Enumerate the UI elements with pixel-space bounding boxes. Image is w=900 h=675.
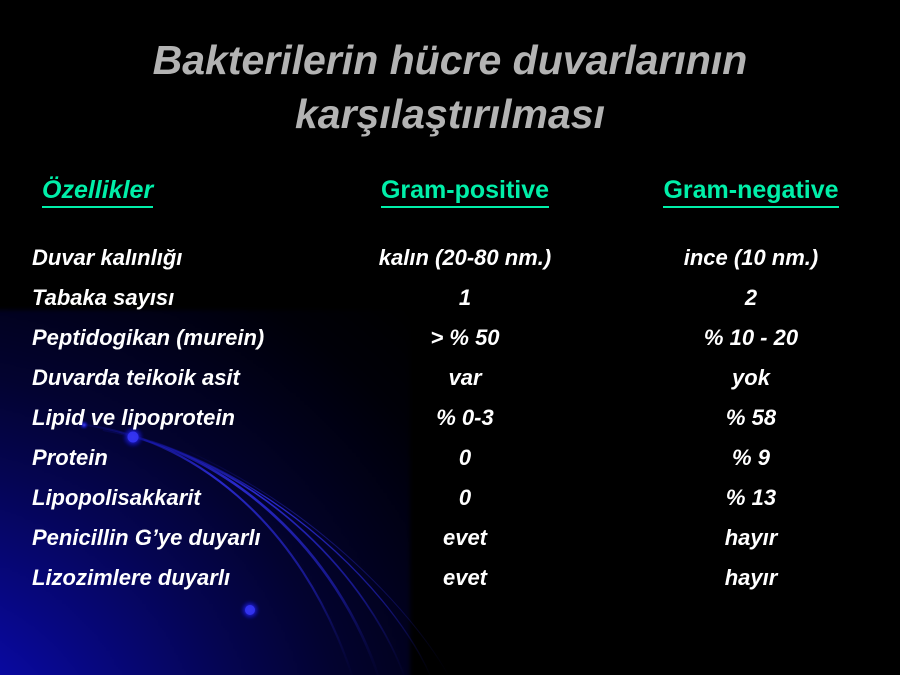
table-header-row: Özellikler Gram-positive Gram-negative bbox=[0, 175, 900, 219]
cell-gram-positive: > % 50 bbox=[320, 325, 610, 351]
gram-negative-value: ince (10 nm.) bbox=[683, 244, 819, 270]
cell-gram-positive: 0 bbox=[320, 445, 610, 471]
slide-title-line-1: Bakterilerin hücre duvarlarının bbox=[152, 37, 748, 83]
gram-positive-value: 0 bbox=[458, 485, 472, 510]
feature-label: Lizozimlere duyarlı bbox=[32, 565, 231, 590]
slide-title: Bakterilerin hücre duvarlarının karşılaş… bbox=[60, 33, 840, 141]
gram-positive-value: evet bbox=[442, 525, 488, 550]
cell-feature: Penicillin G’ye duyarlı bbox=[0, 525, 320, 551]
header-label-gram-positive: Gram-positive bbox=[380, 175, 550, 208]
feature-label: Protein bbox=[32, 445, 108, 470]
gram-negative-value: % 13 bbox=[725, 485, 777, 510]
cell-gram-negative: hayır bbox=[610, 565, 892, 591]
gram-positive-value: 1 bbox=[458, 285, 472, 310]
cell-gram-negative: % 13 bbox=[610, 485, 892, 511]
gram-negative-value: hayır bbox=[724, 525, 778, 550]
cell-feature: Lizozimlere duyarlı bbox=[0, 565, 320, 591]
cell-gram-negative: yok bbox=[610, 365, 892, 391]
cell-gram-negative: % 58 bbox=[610, 405, 892, 431]
gram-positive-value: 0 bbox=[458, 445, 472, 470]
table-row: Lipopolisakkarit 0 % 13 bbox=[0, 478, 900, 518]
gram-positive-value: var bbox=[448, 365, 482, 390]
gram-negative-value: 2 bbox=[744, 285, 758, 310]
feature-label: Peptidogikan (murein) bbox=[32, 325, 265, 350]
gram-positive-value: evet bbox=[442, 565, 488, 590]
glow-dot bbox=[239, 599, 261, 621]
cell-gram-negative: 2 bbox=[610, 285, 892, 311]
table-row: Peptidogikan (murein) > % 50 % 10 - 20 bbox=[0, 318, 900, 358]
table-row: Lipid ve lipoprotein % 0-3 % 58 bbox=[0, 398, 900, 438]
table-row: Penicillin G’ye duyarlı evet hayır bbox=[0, 518, 900, 558]
comparison-table: Özellikler Gram-positive Gram-negative D… bbox=[0, 175, 900, 598]
table-row: Lizozimlere duyarlı evet hayır bbox=[0, 558, 900, 598]
header-label-features: Özellikler bbox=[42, 175, 154, 208]
feature-label: Tabaka sayısı bbox=[32, 285, 175, 310]
cell-feature: Lipid ve lipoprotein bbox=[0, 405, 320, 431]
header-cell-gram-positive: Gram-positive bbox=[320, 175, 610, 208]
gram-negative-value: % 9 bbox=[732, 445, 770, 470]
cell-feature: Lipopolisakkarit bbox=[0, 485, 320, 511]
table-row: Duvarda teikoik asit var yok bbox=[0, 358, 900, 398]
gram-negative-value: hayır bbox=[724, 565, 778, 590]
feature-label: Penicillin G’ye duyarlı bbox=[32, 525, 261, 550]
gram-negative-value: % 58 bbox=[725, 405, 777, 430]
feature-label: Lipid ve lipoprotein bbox=[32, 405, 235, 430]
cell-feature: Tabaka sayısı bbox=[0, 285, 320, 311]
cell-gram-positive: kalın (20-80 nm.) bbox=[320, 245, 610, 271]
header-cell-gram-negative: Gram-negative bbox=[610, 175, 892, 208]
table-body: Duvar kalınlığı kalın (20-80 nm.) ince (… bbox=[0, 237, 900, 598]
cell-feature: Peptidogikan (murein) bbox=[0, 325, 320, 351]
cell-gram-negative: % 9 bbox=[610, 445, 892, 471]
gram-positive-value: % 0-3 bbox=[436, 405, 494, 430]
gram-positive-value: kalın (20-80 nm.) bbox=[378, 244, 552, 270]
table-row: Duvar kalınlığı kalın (20-80 nm.) ince (… bbox=[0, 237, 900, 278]
table-row: Protein 0 % 9 bbox=[0, 438, 900, 478]
header-label-gram-negative: Gram-negative bbox=[663, 175, 839, 208]
cell-gram-positive: 0 bbox=[320, 485, 610, 511]
cell-feature: Duvar kalınlığı bbox=[0, 245, 320, 271]
header-cell-features: Özellikler bbox=[0, 175, 320, 208]
cell-gram-negative: % 10 - 20 bbox=[610, 325, 892, 351]
cell-feature: Protein bbox=[0, 445, 320, 471]
gram-positive-value: > % 50 bbox=[430, 325, 500, 350]
cell-gram-positive: 1 bbox=[320, 285, 610, 311]
cell-feature: Duvarda teikoik asit bbox=[0, 365, 320, 391]
feature-label: Duvarda teikoik asit bbox=[32, 365, 240, 390]
feature-label: Duvar kalınlığı bbox=[32, 244, 183, 270]
cell-gram-positive: evet bbox=[320, 565, 610, 591]
gram-negative-value: % 10 - 20 bbox=[703, 325, 799, 350]
cell-gram-negative: hayır bbox=[610, 525, 892, 551]
table-row: Tabaka sayısı 1 2 bbox=[0, 278, 900, 318]
cell-gram-positive: evet bbox=[320, 525, 610, 551]
slide-title-line-2: karşılaştırılması bbox=[295, 91, 605, 137]
cell-gram-positive: var bbox=[320, 365, 610, 391]
cell-gram-positive: % 0-3 bbox=[320, 405, 610, 431]
cell-gram-negative: ince (10 nm.) bbox=[610, 245, 892, 271]
gram-negative-value: yok bbox=[732, 365, 770, 390]
feature-label: Lipopolisakkarit bbox=[32, 485, 201, 510]
